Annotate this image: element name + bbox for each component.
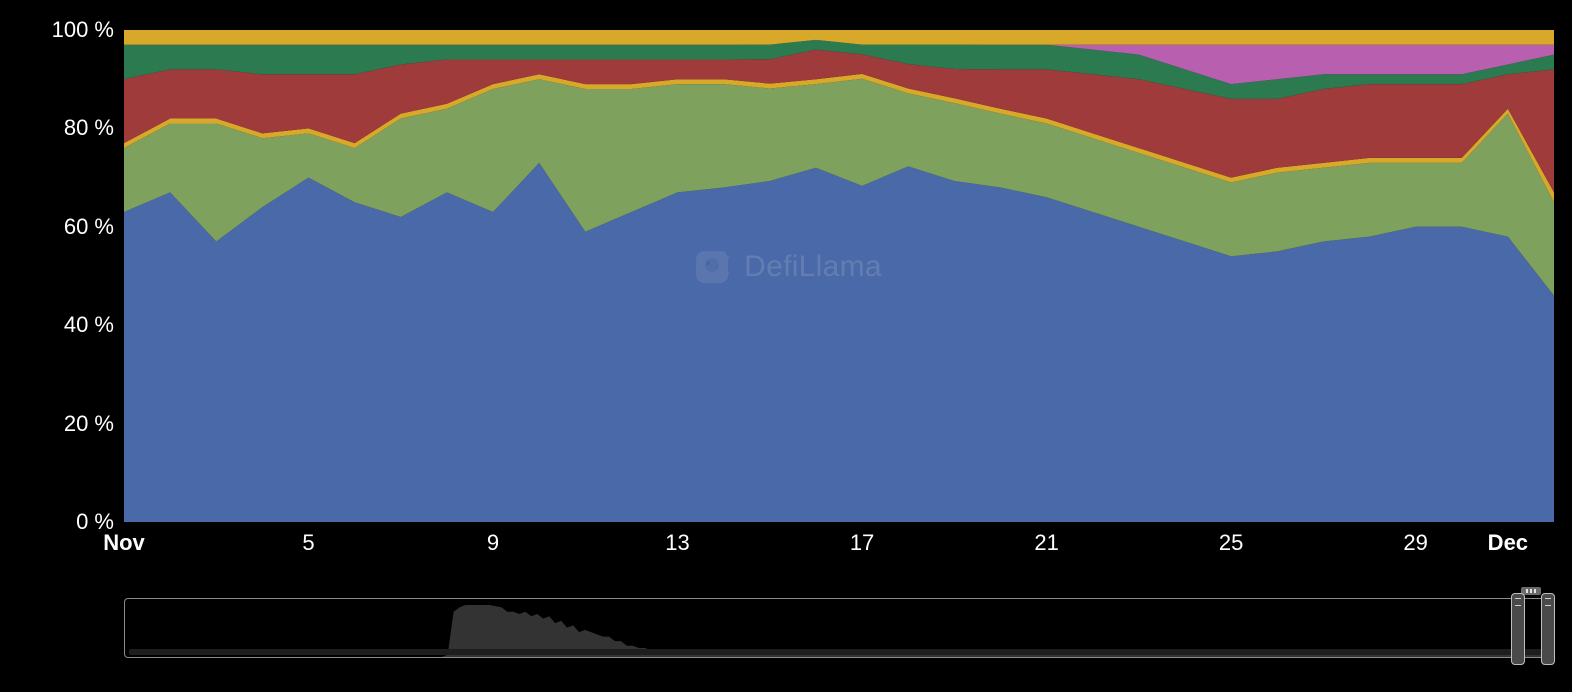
x-tick-label: 21 <box>1034 530 1058 556</box>
x-tick-label: Dec <box>1488 530 1528 556</box>
y-tick-label: 60 % <box>64 214 120 240</box>
x-tick-label: 29 <box>1403 530 1427 556</box>
x-tick-label: 13 <box>665 530 689 556</box>
stacked-area-chart[interactable] <box>0 0 1572 560</box>
brush-track <box>129 649 1549 655</box>
y-tick-label: 80 % <box>64 115 120 141</box>
x-tick-label: 17 <box>850 530 874 556</box>
x-tick-label: 25 <box>1219 530 1243 556</box>
x-tick-label: 5 <box>302 530 314 556</box>
brush-handle-left[interactable] <box>1511 593 1525 665</box>
y-tick-label: 20 % <box>64 411 120 437</box>
y-tick-label: 40 % <box>64 312 120 338</box>
time-range-brush[interactable] <box>124 598 1554 658</box>
x-tick-label: Nov <box>103 530 145 556</box>
x-tick-label: 9 <box>487 530 499 556</box>
brush-handle-right[interactable] <box>1541 593 1555 665</box>
chart-container: 0 %20 %40 %60 %80 %100 % Nov591317212529… <box>0 0 1572 692</box>
y-tick-label: 100 % <box>52 17 120 43</box>
